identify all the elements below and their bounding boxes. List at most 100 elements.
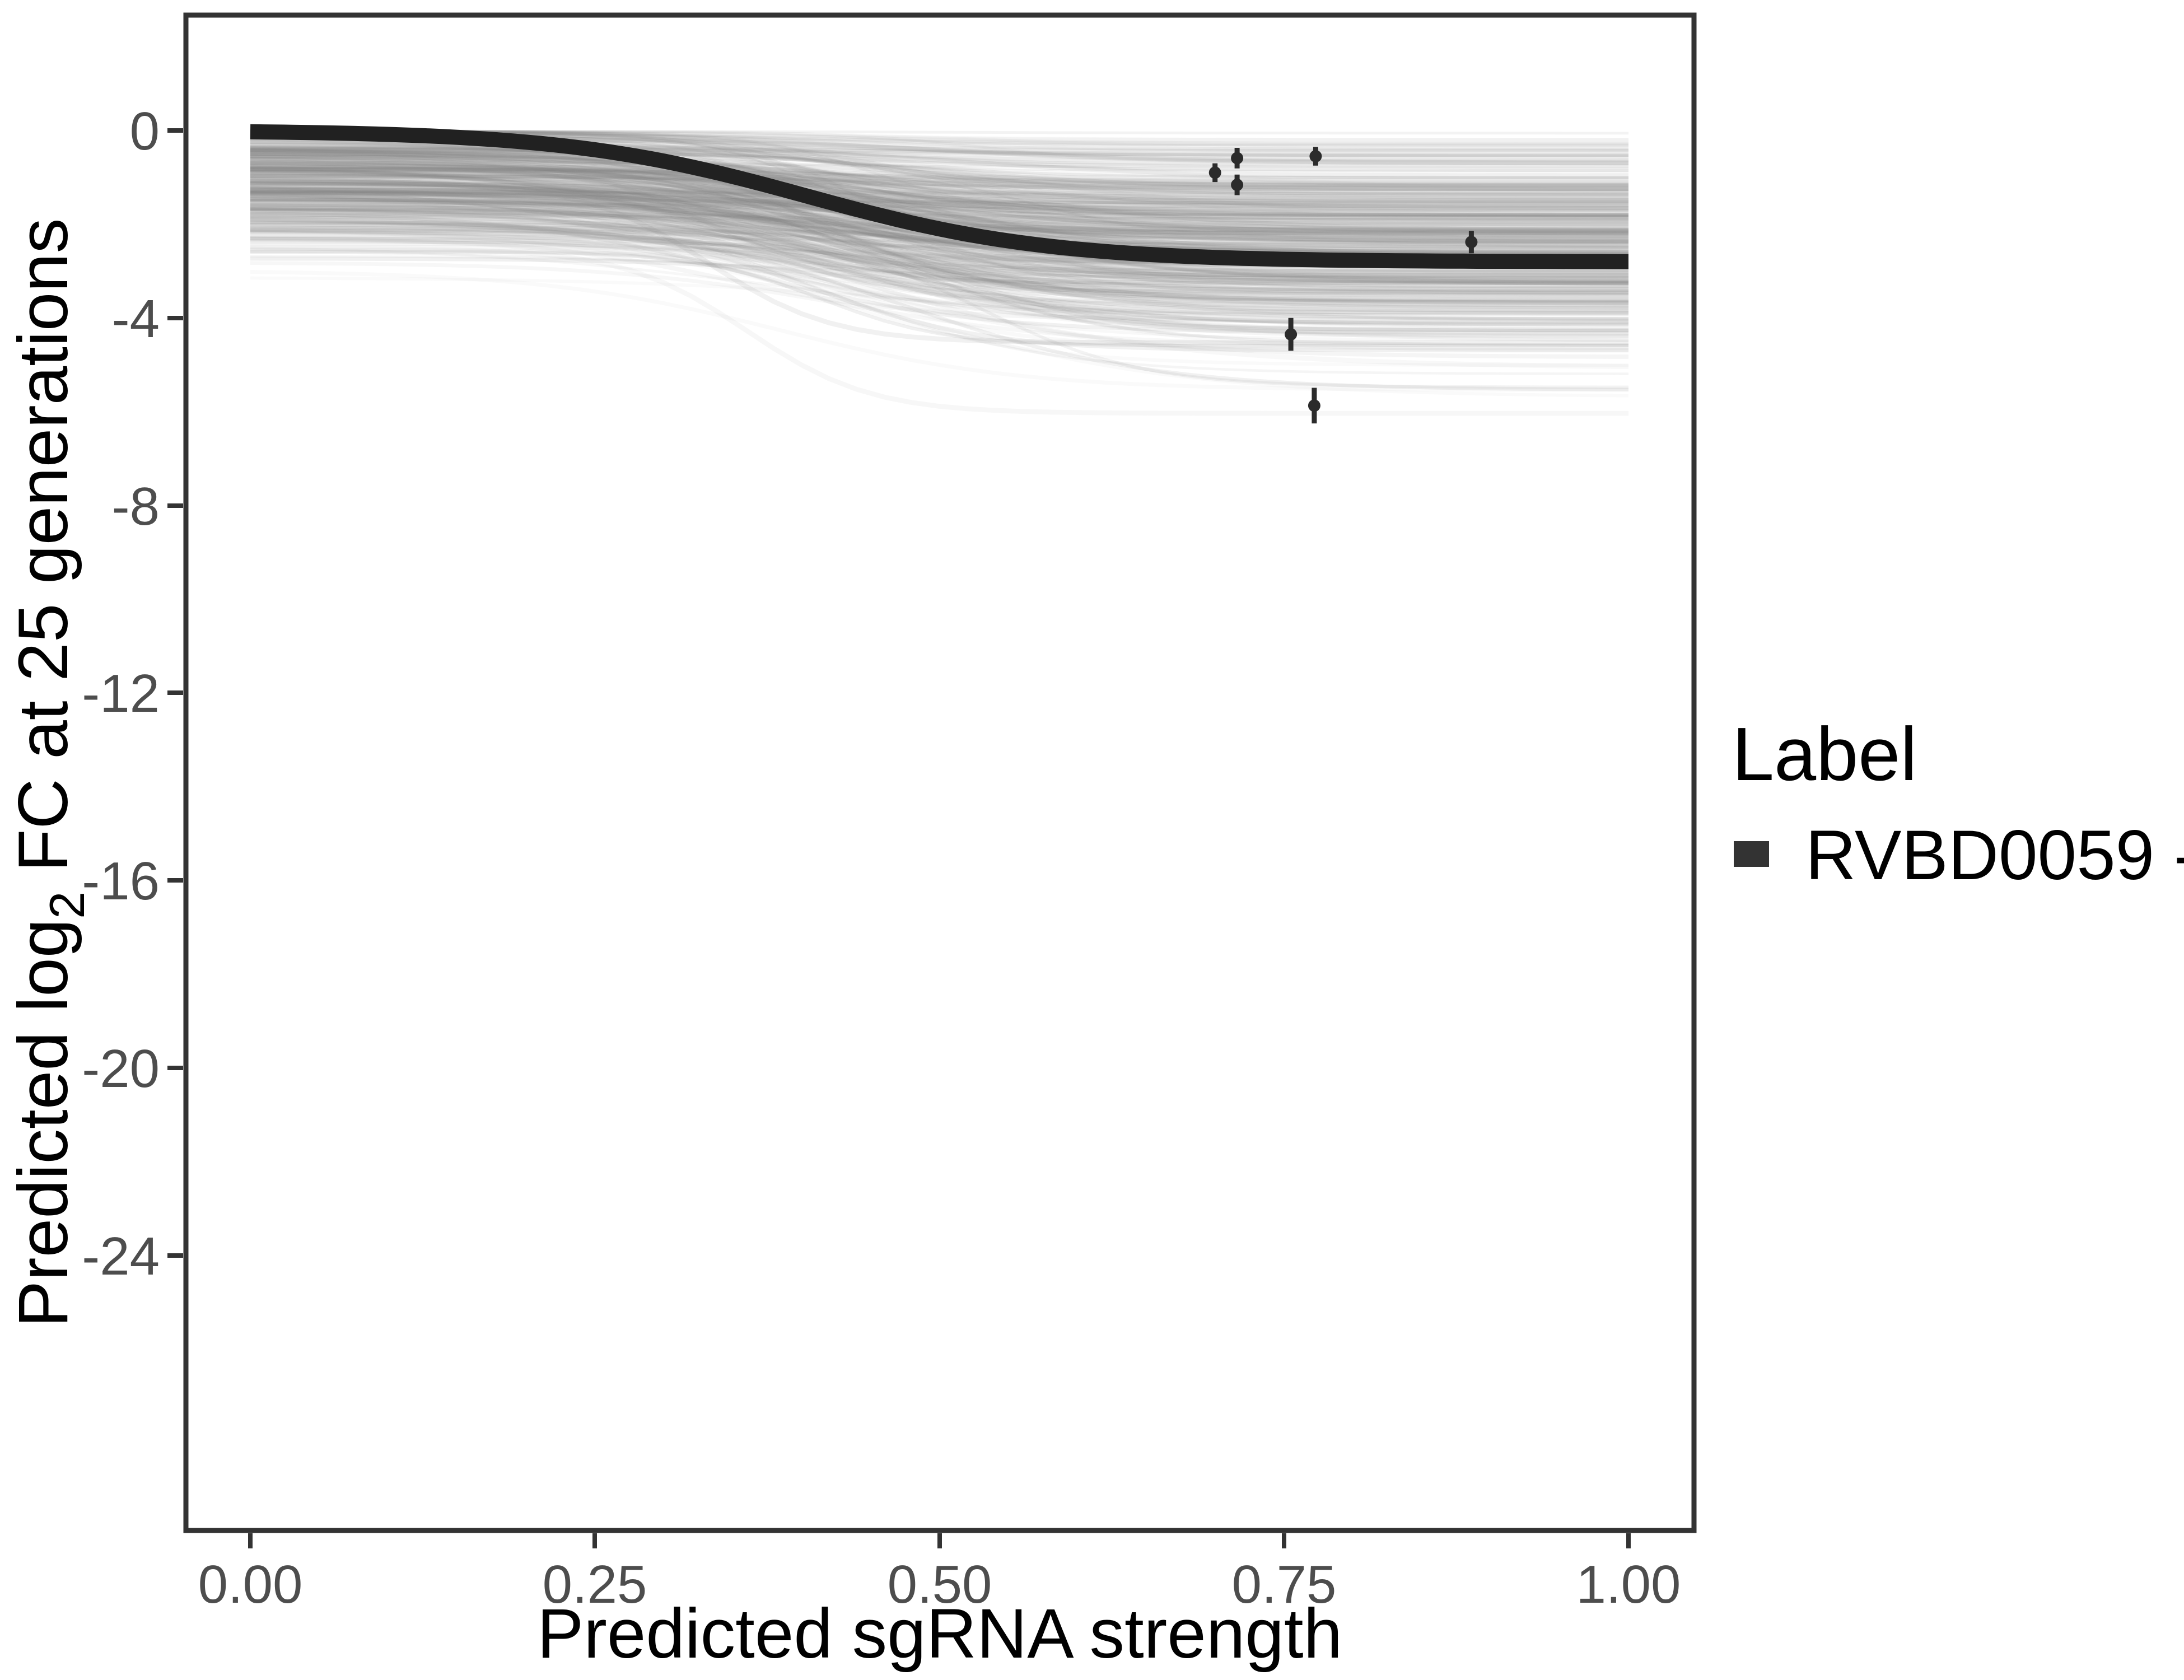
legend-key-swatch bbox=[1734, 841, 1769, 867]
posterior-curve bbox=[250, 191, 1629, 308]
posterior-curve bbox=[250, 165, 1629, 226]
posterior-curve bbox=[250, 198, 1629, 296]
posterior-curve bbox=[250, 147, 1628, 201]
posterior-curve bbox=[250, 164, 1629, 347]
posterior-curve bbox=[250, 204, 1629, 278]
y-tick-label: -20 bbox=[82, 1039, 160, 1099]
posterior-curve bbox=[250, 207, 1628, 303]
posterior-curve bbox=[250, 173, 1629, 236]
posterior-curve bbox=[250, 236, 1629, 249]
posterior-curve bbox=[250, 147, 1628, 246]
data-point bbox=[1465, 236, 1478, 249]
legend: Label RVBD0059 - ref bbox=[1732, 712, 2184, 894]
posterior-curve bbox=[250, 190, 1628, 222]
posterior-curve bbox=[250, 220, 1629, 352]
posterior-curve bbox=[250, 200, 1628, 282]
posterior-curve bbox=[250, 248, 1628, 351]
posterior-curve bbox=[250, 226, 1628, 321]
posterior-curve bbox=[250, 169, 1628, 223]
posterior-curve bbox=[250, 157, 1629, 244]
posterior-curve bbox=[250, 148, 1629, 304]
posterior-curve bbox=[250, 158, 1628, 184]
x-axis-title: Predicted sgRNA strength bbox=[537, 1595, 1342, 1673]
posterior-curve bbox=[250, 236, 1629, 339]
posterior-curve bbox=[250, 168, 1629, 324]
posterior-curve bbox=[250, 184, 1628, 220]
posterior-curve bbox=[250, 190, 1629, 329]
posterior-curve bbox=[250, 175, 1628, 217]
posterior-curve bbox=[250, 208, 1629, 288]
y-axis-title: Predicted log2 FC at 25 generations bbox=[4, 218, 95, 1328]
data-point bbox=[1208, 166, 1221, 179]
posterior-curve bbox=[250, 137, 1629, 253]
posterior-curve bbox=[250, 181, 1628, 218]
posterior-curve bbox=[250, 194, 1628, 313]
posterior-curve bbox=[250, 186, 1629, 312]
posterior-curve bbox=[250, 212, 1628, 300]
posterior-curve bbox=[250, 198, 1628, 205]
posterior-curve bbox=[250, 147, 1628, 178]
posterior-curve bbox=[250, 218, 1629, 292]
posterior-curve bbox=[250, 193, 1628, 213]
posterior-curve bbox=[250, 181, 1628, 290]
y-tick-label: -8 bbox=[112, 477, 160, 536]
y-axis-title-suffix: FC at 25 generations bbox=[4, 218, 82, 892]
posterior-curve bbox=[250, 148, 1629, 191]
posterior-curve bbox=[250, 193, 1628, 205]
posterior-curve bbox=[250, 151, 1628, 277]
x-axis-tick-labels: 0.00 0.25 0.50 0.75 1.00 bbox=[198, 1555, 1681, 1614]
posterior-curve bbox=[250, 193, 1629, 290]
posterior-curve bbox=[250, 181, 1629, 211]
posterior-curve bbox=[250, 176, 1628, 189]
posterior-curve bbox=[250, 182, 1629, 273]
posterior-curve bbox=[250, 199, 1628, 326]
posterior-curve bbox=[250, 170, 1628, 223]
posterior-curve bbox=[250, 160, 1629, 293]
posterior-curve bbox=[250, 208, 1629, 359]
posterior-curve bbox=[250, 161, 1628, 222]
posterior-curve bbox=[250, 228, 1628, 389]
pointrange bbox=[1308, 388, 1320, 424]
posterior-curve bbox=[250, 146, 1628, 227]
pointrange bbox=[1465, 231, 1478, 254]
posterior-curve bbox=[250, 186, 1629, 230]
posterior-curve bbox=[250, 151, 1629, 238]
posterior-curve bbox=[250, 153, 1628, 192]
posterior-curve bbox=[250, 144, 1628, 202]
posterior-curve bbox=[250, 164, 1628, 212]
posterior-curve bbox=[250, 152, 1628, 172]
reference-curve bbox=[250, 124, 1628, 269]
posterior-curve bbox=[250, 192, 1629, 248]
posterior-curve bbox=[250, 219, 1629, 292]
posterior-curve bbox=[250, 184, 1629, 245]
posterior-curve bbox=[250, 192, 1628, 249]
posterior-curve bbox=[250, 189, 1628, 243]
x-tick-label: 0.00 bbox=[198, 1555, 303, 1614]
posterior-curve bbox=[250, 246, 1629, 319]
posterior-curve bbox=[250, 215, 1629, 251]
posterior-curve bbox=[250, 236, 1628, 311]
posterior-curve bbox=[250, 198, 1629, 338]
posterior-curve bbox=[250, 221, 1628, 304]
posterior-curve bbox=[250, 180, 1628, 346]
posterior-curve bbox=[250, 161, 1628, 169]
posterior-curve bbox=[250, 156, 1629, 227]
posterior-curve bbox=[250, 239, 1628, 292]
posterior-curve bbox=[250, 161, 1629, 310]
posterior-curve bbox=[250, 151, 1628, 225]
posterior-curve bbox=[250, 175, 1628, 316]
posterior-curve bbox=[250, 169, 1628, 279]
posterior-curve bbox=[250, 261, 1628, 348]
posterior-curve bbox=[250, 160, 1628, 189]
posterior-curve bbox=[250, 212, 1628, 295]
posterior-curve bbox=[250, 189, 1628, 195]
posterior-curve bbox=[250, 246, 1628, 416]
data-point bbox=[1231, 152, 1244, 165]
posterior-curve bbox=[250, 203, 1629, 287]
posterior-curve bbox=[250, 180, 1629, 323]
y-axis-tick-labels: 0 -4 -8 -12 -16 -20 -24 bbox=[82, 101, 160, 1286]
posterior-curve bbox=[250, 256, 1628, 326]
posterior-curve bbox=[250, 167, 1628, 238]
posterior-curve bbox=[250, 146, 1628, 203]
posterior-curve bbox=[250, 195, 1629, 342]
